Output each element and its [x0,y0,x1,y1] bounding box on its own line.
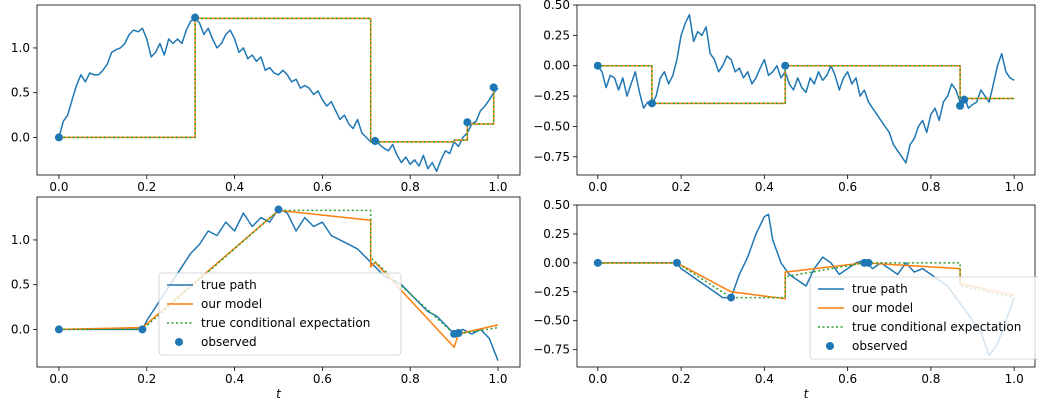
y-tick-label: 0.0 [11,130,30,144]
legend-box [809,276,1038,360]
observed-point [864,258,873,267]
y-tick-label: −0.75 [533,150,570,164]
y-tick-label: 1.0 [11,233,30,247]
x-tick-label: 1.0 [1005,180,1024,194]
x-tick-label: 1.0 [1005,372,1024,386]
y-tick-label: 0.25 [543,28,570,42]
legend-label: our model [201,297,262,311]
x-tick-label: 0.4 [755,180,774,194]
legend-label: our model [852,301,913,315]
legend-label: true path [852,282,908,296]
x-tick-label: 0.8 [921,180,940,194]
observed-point [371,137,380,145]
observed-point [960,95,969,104]
x-tick-label: 0.2 [137,372,156,386]
x-tick-label: 1.0 [488,180,507,194]
observed-point [138,325,147,334]
series-our-model [59,17,495,143]
y-tick-label: 0.0 [11,322,30,336]
x-tick-label: 0.6 [313,372,332,386]
y-tick-label: −0.25 [533,285,570,299]
axes-frame [576,4,1036,176]
x-tick-label: 0.6 [838,180,857,194]
legend-box [158,272,402,356]
observed-point [274,205,283,214]
observed-point [647,99,656,108]
observed-point [54,133,63,142]
legend-marker-observed [175,338,183,346]
legend-label: observed [852,339,908,353]
x-tick-label: 0.0 [588,372,607,386]
axes-frame [36,4,521,176]
axes-frame [36,196,521,368]
series-true-path [58,17,499,173]
y-tick-label: 0.50 [543,198,570,212]
x-axis-label: t [276,387,282,401]
series-true-conditional-expectation [597,64,1015,105]
observed-point [54,325,63,334]
y-tick-label: 0.25 [543,227,570,241]
legend-label: true path [201,278,257,292]
series-true-conditional-expectation [59,17,495,143]
x-axis-label: t [804,387,810,401]
series-true-path [59,207,499,361]
legend-marker-observed [826,342,834,350]
x-tick-label: 0.8 [401,372,420,386]
observed-point [454,329,463,337]
panel-4: 0.0 0.2 0.4 0.6 0.8 1.0 0.50 0.25 0.00 −0.25 −0.50… [533,198,1038,401]
legend: true path our model true conditional expec… [809,276,1038,360]
panel-2: 0.0 0.2 0.4 0.6 0.8 1.0 0.50 0.25 0.00 −0.25 −0.50… [533,0,1036,194]
y-tick-label: 1.0 [11,41,30,55]
observed-point [463,118,472,127]
y-tick-label: 0.5 [11,278,30,292]
x-tick-label: 0.0 [49,372,68,386]
observed-point [593,258,602,267]
plot-area [54,13,499,173]
x-tick-label: 0.8 [921,372,940,386]
y-tick-label: 0.50 [543,0,570,12]
observed-point [727,293,736,302]
observed-point [593,61,602,70]
x-tick-label: 0.6 [838,372,857,386]
y-tick-label: −0.75 [533,343,570,357]
panel-1: 0.0 0.2 0.4 0.6 0.8 1.0 0.0 0.5 1.0 [11,4,521,194]
x-tick-label: 0.0 [49,180,68,194]
plot-area [593,13,1015,164]
x-tick-label: 1.0 [488,372,507,386]
y-tick-label: 0.00 [543,256,570,270]
x-tick-label: 0.6 [313,180,332,194]
observed-point [781,61,790,70]
x-tick-label: 0.0 [588,180,607,194]
panel-3: 0.0 0.2 0.4 0.6 0.8 1.0 0.0 0.5 1.0 t true path our… [11,196,521,401]
x-tick-label: 0.2 [672,180,691,194]
observed-point [191,13,200,22]
y-tick-label: 0.00 [543,59,570,73]
legend-label: true conditional expectation [201,316,370,330]
series-true-path [597,13,1015,164]
y-tick-label: −0.50 [533,119,570,133]
observed-point [489,83,498,92]
observed-point [672,258,681,267]
legend: true path our model true conditional expec… [158,272,402,356]
legend-label: observed [201,335,257,349]
observed-point [956,101,965,110]
x-tick-label: 0.8 [401,180,420,194]
x-tick-label: 0.2 [672,372,691,386]
y-tick-label: −0.25 [533,89,570,103]
y-tick-label: 0.5 [11,86,30,100]
y-tick-label: −0.50 [533,314,570,328]
x-tick-label: 0.4 [225,180,244,194]
x-tick-label: 0.4 [225,372,244,386]
x-tick-label: 0.4 [755,372,774,386]
x-tick-label: 0.2 [137,180,156,194]
legend-label: true conditional expectation [852,320,1021,334]
